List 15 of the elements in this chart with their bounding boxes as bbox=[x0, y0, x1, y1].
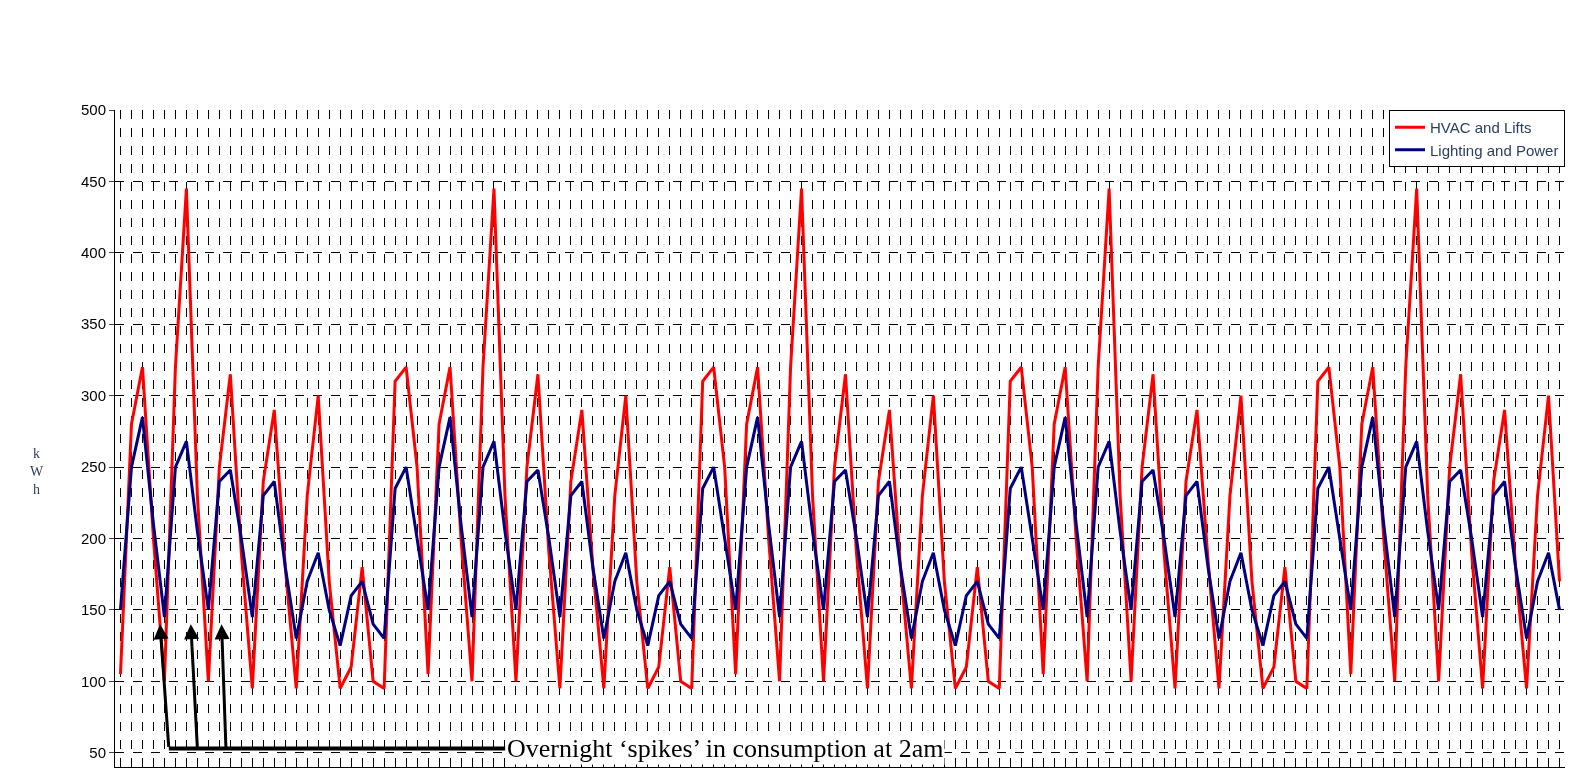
y-tick-label: 150 bbox=[80, 601, 106, 619]
y-tick-label: 100 bbox=[80, 672, 106, 690]
y-axis-title: kWh bbox=[30, 446, 44, 498]
y-tick-label: 400 bbox=[80, 244, 106, 262]
annotation: Overnight ‘spikes’ in consumption at 2am bbox=[507, 734, 944, 763]
y-tick-label: 450 bbox=[80, 172, 106, 190]
legend-label: Lighting and Power bbox=[1430, 141, 1559, 159]
y-tick-label: 300 bbox=[80, 386, 106, 404]
y-tick-label: 500 bbox=[80, 101, 106, 119]
y-tick-label: 250 bbox=[80, 458, 106, 476]
line-series bbox=[118, 415, 1562, 648]
y-tick-label: 200 bbox=[80, 529, 106, 547]
legend-label: HVAC and Lifts bbox=[1430, 119, 1532, 137]
y-tick-label: 350 bbox=[80, 315, 106, 333]
y-tick-label: 50 bbox=[89, 743, 106, 761]
